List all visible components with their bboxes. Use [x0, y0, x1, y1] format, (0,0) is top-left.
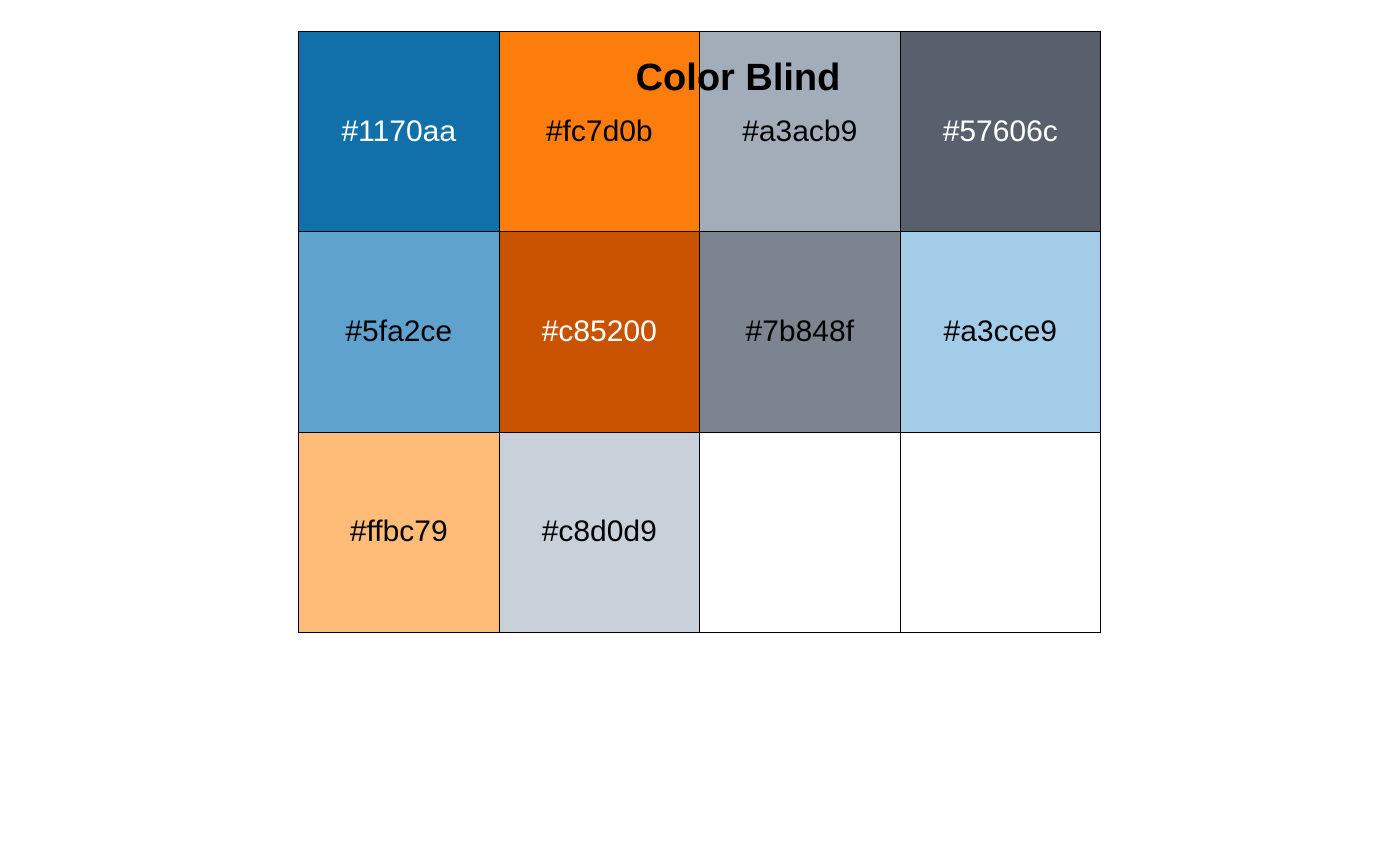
color-palette-grid: #1170aa #fc7d0b #a3acb9 #57606c #5fa2ce … — [298, 31, 1101, 633]
color-swatch: #1170aa — [298, 31, 500, 233]
swatch-hex-label: #fc7d0b — [545, 114, 653, 148]
color-swatch: #a3cce9 — [899, 231, 1101, 433]
swatch-hex-label: #c8d0d9 — [541, 515, 657, 549]
swatch-hex-label: #57606c — [942, 114, 1058, 148]
swatch-hex-label: #1170aa — [341, 114, 457, 148]
swatch-hex-label: #5fa2ce — [345, 314, 453, 348]
empty-swatch — [699, 431, 901, 633]
swatch-hex-label: #7b848f — [745, 314, 854, 348]
swatch-hex-label: #a3acb9 — [742, 114, 858, 148]
color-swatch: #a3acb9 — [699, 31, 901, 233]
color-swatch: #c8d0d9 — [498, 431, 700, 633]
color-swatch: #ffbc79 — [298, 431, 500, 633]
swatch-hex-label: #ffbc79 — [349, 515, 448, 549]
palette-title: Color Blind — [635, 57, 841, 99]
color-swatch: #7b848f — [699, 231, 901, 433]
color-swatch: #c85200 — [498, 231, 700, 433]
swatch-hex-label: #c85200 — [541, 314, 657, 348]
color-swatch: #5fa2ce — [298, 231, 500, 433]
color-swatch: #57606c — [899, 31, 1101, 233]
swatch-hex-label: #a3cce9 — [943, 314, 1057, 348]
empty-swatch — [899, 431, 1101, 633]
